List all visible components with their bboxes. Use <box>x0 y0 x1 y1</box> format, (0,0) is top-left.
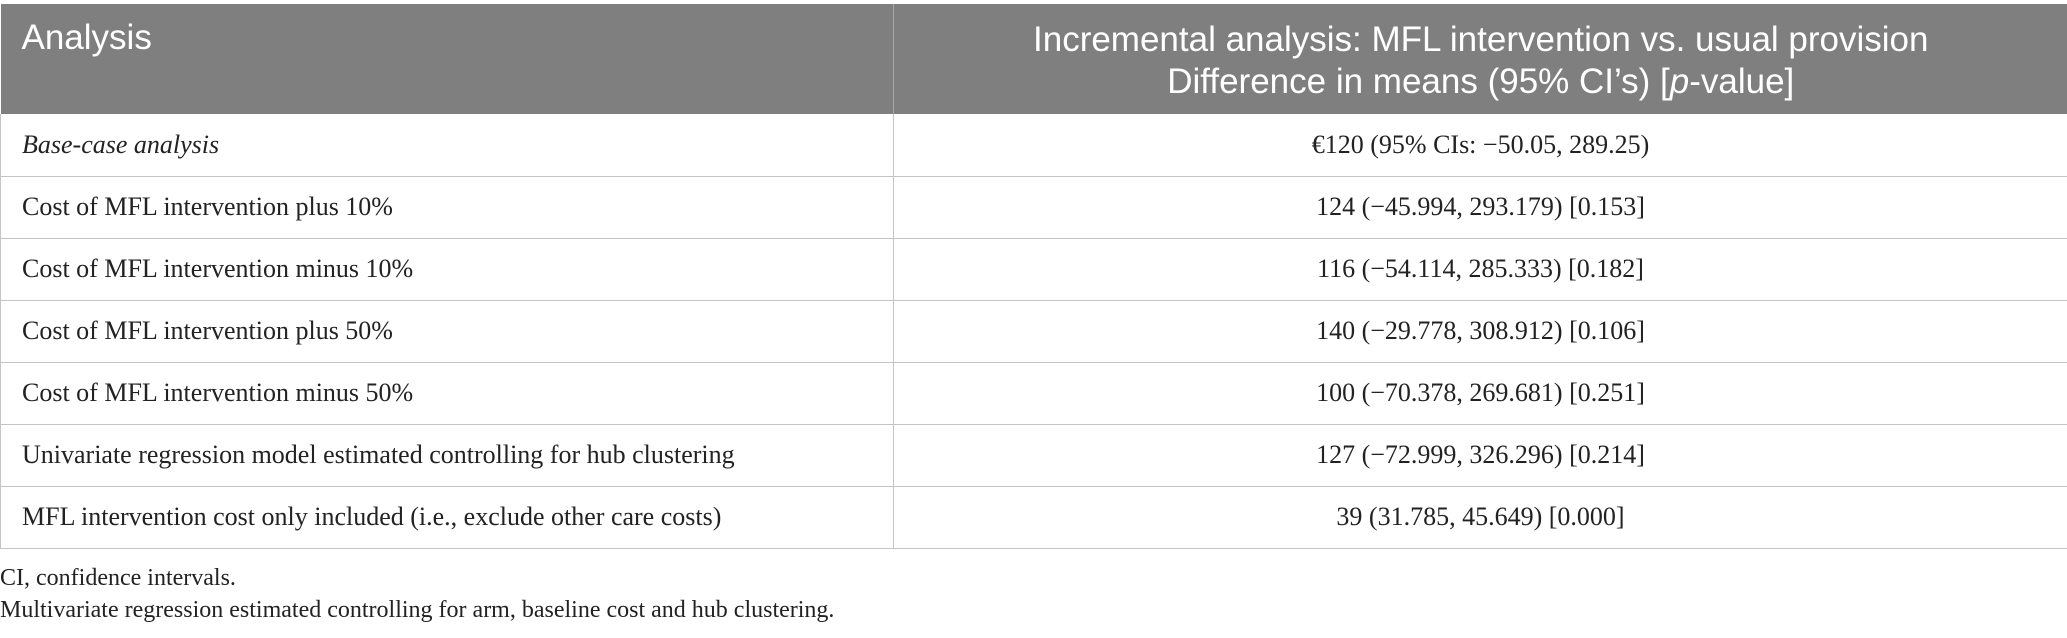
results-table-container: Analysis Incremental analysis: MFL inter… <box>0 4 2067 549</box>
row-value-cell: 39 (31.785, 45.649) [0.000] <box>893 486 2067 549</box>
row-analysis-cell: Base-case analysis <box>0 114 894 177</box>
row-value-cell: 100 (−70.378, 269.681) [0.251] <box>893 362 2067 425</box>
table-body: Base-case analysis €120 (95% CIs: −50.05… <box>0 114 2067 549</box>
table-row: Cost of MFL intervention plus 10% 124 (−… <box>0 176 2067 239</box>
row-analysis-cell: Cost of MFL intervention minus 10% <box>0 238 894 301</box>
row-value-cell: 116 (−54.114, 285.333) [0.182] <box>893 238 2067 301</box>
header-incremental-line2: Difference in means (95% CI’s) [p-value] <box>894 61 2067 103</box>
table-row: Base-case analysis €120 (95% CIs: −50.05… <box>0 114 2067 177</box>
row-value-cell: 127 (−72.999, 326.296) [0.214] <box>893 424 2067 487</box>
footnote-abbreviation: CI, confidence intervals. <box>0 565 236 591</box>
sensitivity-analysis-table: Analysis Incremental analysis: MFL inter… <box>0 4 2067 549</box>
row-analysis-cell: Cost of MFL intervention plus 10% <box>0 176 894 239</box>
row-value-cell: 140 (−29.778, 308.912) [0.106] <box>893 300 2067 363</box>
table-header: Analysis Incremental analysis: MFL inter… <box>0 4 2067 114</box>
row-analysis-cell: Univariate regression model estimated co… <box>0 424 894 487</box>
table-row: Cost of MFL intervention minus 50% 100 (… <box>0 362 2067 425</box>
row-analysis-cell: Cost of MFL intervention minus 50% <box>0 362 894 425</box>
table-row: MFL intervention cost only included (i.e… <box>0 486 2067 549</box>
row-analysis-cell: Cost of MFL intervention plus 50% <box>0 300 894 363</box>
header-line2-after: -value] <box>1689 62 1795 101</box>
header-analysis-label: Analysis <box>21 18 152 57</box>
table-row: Cost of MFL intervention minus 10% 116 (… <box>0 238 2067 301</box>
row-value-cell: €120 (95% CIs: −50.05, 289.25) <box>893 114 2067 177</box>
header-line2-before: Difference in means (95% CI’s) [ <box>1167 62 1670 101</box>
footnote-method: Multivariate regression estimated contro… <box>0 597 835 623</box>
table-row: Univariate regression model estimated co… <box>0 424 2067 487</box>
row-value-cell: 124 (−45.994, 293.179) [0.153] <box>893 176 2067 239</box>
header-analysis: Analysis <box>0 4 894 114</box>
header-incremental-line1: Incremental analysis: MFL intervention v… <box>1033 20 1929 59</box>
row-analysis-cell: MFL intervention cost only included (i.e… <box>0 486 894 549</box>
table-footnotes: CI, confidence intervals. Multivariate r… <box>0 562 834 626</box>
table-row: Cost of MFL intervention plus 50% 140 (−… <box>0 300 2067 363</box>
header-line2-italic: p <box>1669 62 1690 101</box>
header-row: Analysis Incremental analysis: MFL inter… <box>0 4 2067 114</box>
header-incremental-analysis: Incremental analysis: MFL intervention v… <box>894 4 2067 114</box>
